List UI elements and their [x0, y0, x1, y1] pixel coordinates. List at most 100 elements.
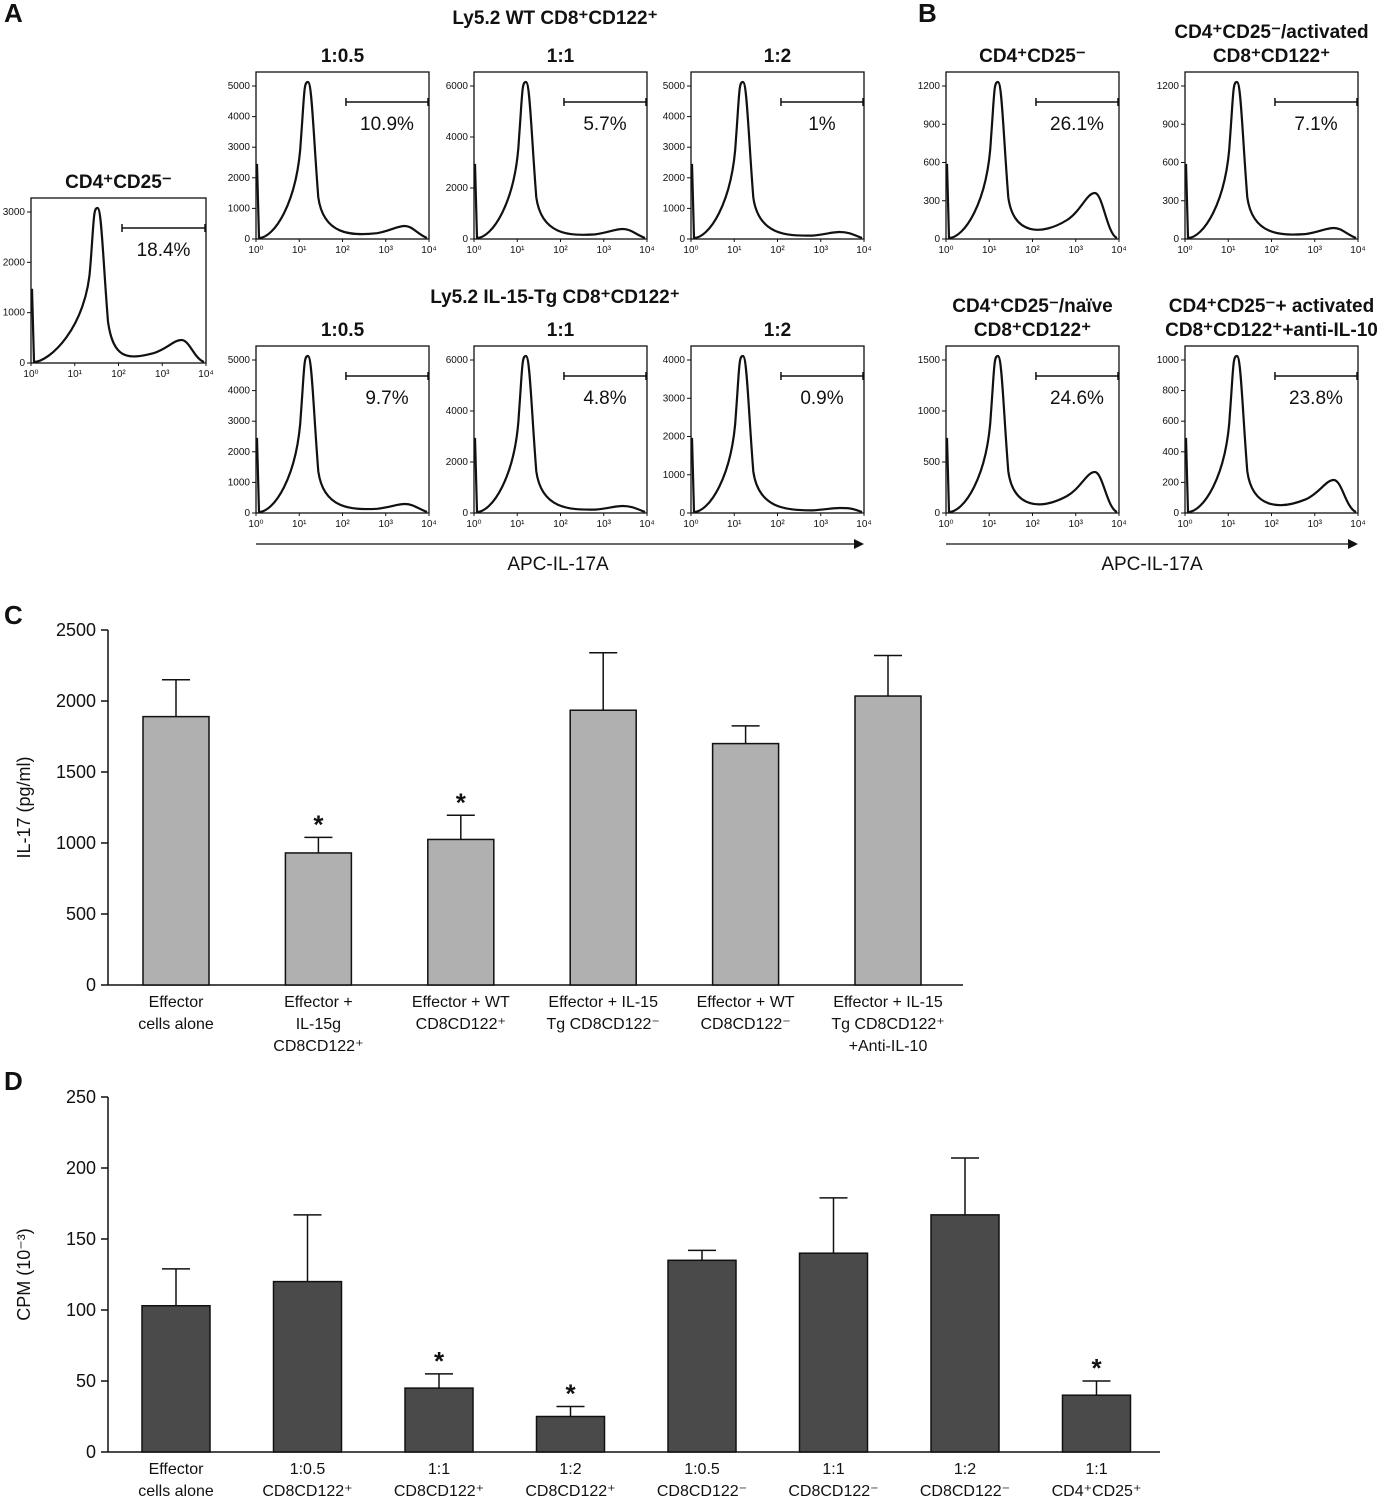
x-tick-label: 10⁴: [856, 519, 871, 530]
x-tick-label: 10³: [379, 245, 394, 256]
histogram-a-wt-2: 0 1000 2000 3000 4000 5000 10⁰ 10¹ 10² 10³ 10⁴ 1% 1:…: [663, 46, 872, 256]
category-label: 1:1: [1085, 1461, 1107, 1478]
histogram-title: CD4⁺CD25⁻: [979, 46, 1086, 67]
bar: [284, 852, 353, 986]
x-tick-label: 10¹: [727, 245, 742, 256]
category-label: CD8CD122⁺: [273, 1038, 363, 1055]
y-tick-label: 200: [1162, 477, 1179, 488]
panel-label-c: C: [4, 600, 23, 630]
gate-percentage: 5.7%: [583, 114, 626, 135]
y-tick-label: 1000: [56, 833, 96, 853]
y-tick-label: 2500: [56, 620, 96, 640]
y-tick-label: 0: [86, 1442, 96, 1462]
y-tick-label: 4000: [446, 406, 469, 417]
y-tick-label: 600: [1162, 158, 1179, 169]
y-tick-label: 2000: [446, 457, 469, 468]
histogram-curve: [945, 80, 1118, 240]
y-tick-label: 0: [86, 975, 96, 995]
histogram-a-tg-1: 0 2000 4000 6000 10⁰ 10¹ 10² 10³ 10⁴ 4.8% 1:1: [446, 320, 655, 530]
bar: [798, 1252, 869, 1453]
x-tick-label: 10⁰: [1177, 519, 1192, 530]
histogram-curve: [255, 354, 428, 514]
panel-a-x-label: APC-IL-17A: [507, 554, 609, 575]
y-tick-label: 3000: [3, 207, 26, 218]
category-label: IL-15g: [296, 1016, 341, 1033]
category-label: Tg CD8CD122⁻: [547, 1016, 660, 1033]
y-tick-label: 600: [923, 158, 940, 169]
category-label: +Anti-IL-10: [849, 1038, 928, 1055]
panel-label-b: B: [918, 0, 937, 28]
histogram-frame: [690, 345, 865, 514]
x-tick-label: 10⁰: [466, 245, 481, 256]
histogram-frame: [945, 345, 1120, 514]
category-label: CD4⁺CD25⁺: [1052, 1483, 1142, 1500]
y-tick-label: 1000: [918, 406, 941, 417]
histogram-title: 1:1: [547, 46, 575, 67]
histogram-title: 1:2: [764, 320, 791, 341]
category-label: Effector + IL-15: [548, 994, 658, 1011]
category-label: Effector + IL-15: [833, 994, 943, 1011]
gate-percentage: 0.9%: [800, 388, 843, 409]
histogram-frame: [1184, 345, 1359, 514]
histogram-title: 1:1: [547, 320, 575, 341]
panel-a-x-arrowhead: [854, 539, 864, 549]
x-tick-label: 10⁴: [421, 519, 436, 530]
histogram-title: CD8⁺CD122⁺+anti-IL-10: [1165, 320, 1378, 341]
y-tick-label: 900: [923, 119, 940, 130]
y-tick-label: 50: [76, 1371, 96, 1391]
x-tick-label: 10⁴: [198, 369, 213, 380]
y-tick-label: 2000: [3, 257, 26, 268]
category-label: Tg CD8CD122⁺: [831, 1016, 944, 1033]
histogram-a-wt-1: 0 2000 4000 6000 10⁰ 10¹ 10² 10³ 10⁴ 5.7% 1:1: [446, 46, 655, 256]
x-tick-label: 10²: [1025, 245, 1040, 256]
category-label: 1:2: [559, 1461, 581, 1478]
category-label: Effector: [149, 1461, 205, 1478]
category-label: cells alone: [138, 1016, 214, 1033]
category-label: Effector + WT: [697, 994, 795, 1011]
category-label: CD8CD122⁻: [920, 1483, 1010, 1500]
x-tick-label: 10⁴: [1350, 519, 1365, 530]
y-tick-label: 3000: [663, 142, 686, 153]
x-tick-label: 10⁰: [248, 245, 263, 256]
x-tick-label: 10¹: [727, 519, 742, 530]
histogram-a-tg-0: 0 1000 2000 3000 4000 5000 10⁰ 10¹ 10² 10³ 10⁴ 9.7%…: [228, 320, 437, 530]
y-tick-label: 0: [934, 508, 940, 519]
panel-label-d: D: [4, 1066, 23, 1096]
histogram-b-0: 0 300 600 900 1200 10⁰ 10¹ 10² 10³ 10⁴ 26.1% CD4⁺CD…: [918, 46, 1127, 256]
y-tick-label: 4000: [228, 386, 251, 397]
bar: [711, 742, 780, 986]
gate-percentage: 1%: [808, 114, 836, 135]
y-tick-label: 1200: [1157, 81, 1180, 92]
category-label: 1:1: [428, 1461, 450, 1478]
y-axis-label: IL-17 (pg/ml): [14, 756, 34, 858]
histogram-b-2: 0 500 1000 1500 10⁰ 10¹ 10² 10³ 10⁴ 24.6% CD4⁺CD25…: [918, 296, 1127, 530]
x-tick-label: 10⁰: [466, 519, 481, 530]
histogram-frame: [255, 71, 430, 240]
category-label: CD8CD122⁺: [262, 1483, 352, 1500]
histogram-title: CD8⁺CD122⁺: [1213, 46, 1330, 67]
histogram-curve: [945, 354, 1118, 514]
x-tick-label: 10³: [597, 519, 612, 530]
y-tick-label: 200: [66, 1158, 96, 1178]
x-tick-label: 10³: [379, 519, 394, 530]
x-tick-label: 10²: [335, 245, 350, 256]
x-tick-label: 10⁴: [421, 245, 436, 256]
histogram-frame: [473, 71, 648, 240]
histogram-title: CD4⁺CD25⁻/activated: [1174, 22, 1368, 43]
category-label: cells alone: [138, 1483, 214, 1500]
histogram-a-control: 0 1000 2000 3000 10⁰ 10¹ 10² 10³ 10⁴ 18.4% CD4⁺CD2…: [3, 172, 214, 380]
x-tick-label: 10³: [814, 245, 829, 256]
y-tick-label: 2000: [56, 691, 96, 711]
histogram-title: CD8⁺CD122⁺: [974, 320, 1091, 341]
y-tick-label: 900: [1162, 119, 1179, 130]
histogram-title: CD4⁺CD25⁻/naïve: [952, 296, 1113, 317]
panel-a-group1-title: Ly5.2 WT CD8⁺CD122⁺: [452, 8, 657, 29]
x-tick-label: 10¹: [1221, 245, 1236, 256]
y-tick-label: 1000: [228, 203, 251, 214]
x-tick-label: 10¹: [292, 245, 307, 256]
category-label: 1:1: [822, 1461, 844, 1478]
x-tick-label: 10⁴: [1350, 245, 1365, 256]
x-tick-label: 10⁰: [938, 245, 953, 256]
x-tick-label: 10⁴: [639, 519, 654, 530]
